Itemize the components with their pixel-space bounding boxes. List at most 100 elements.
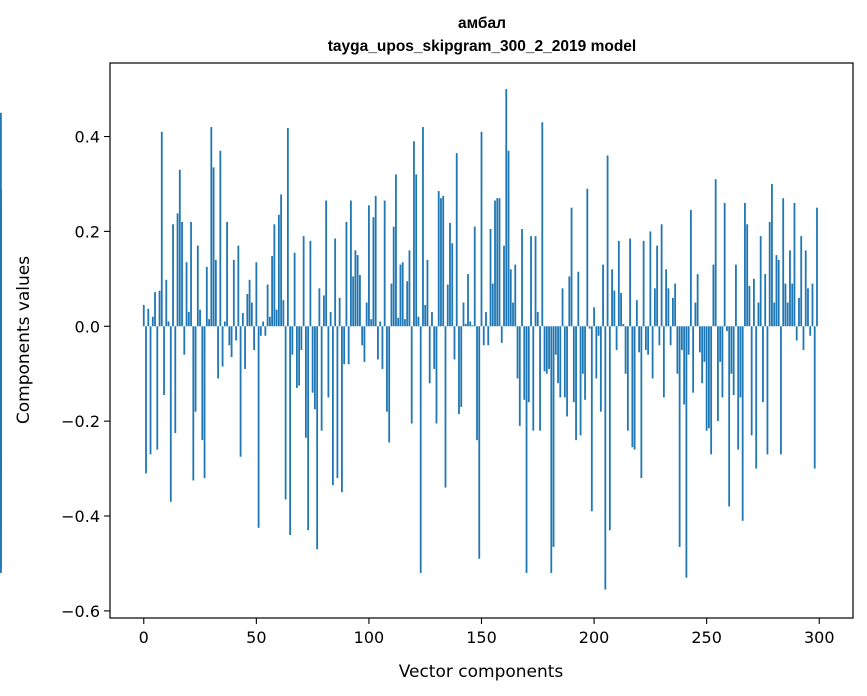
bar — [678, 326, 681, 547]
bar — [667, 288, 670, 327]
bar — [167, 321, 170, 327]
bar — [158, 290, 161, 327]
bar — [658, 326, 661, 346]
bar — [649, 231, 652, 327]
bar — [813, 326, 816, 469]
bar — [221, 326, 224, 367]
bar — [739, 326, 742, 398]
bar — [539, 326, 541, 431]
bar — [431, 312, 433, 327]
bar — [611, 269, 613, 327]
bar — [196, 245, 199, 327]
bar — [671, 297, 674, 327]
bar — [714, 179, 717, 327]
bar — [482, 326, 485, 346]
bar-series — [0, 89, 818, 590]
bar — [687, 326, 690, 355]
bar — [676, 326, 679, 374]
bar — [255, 262, 258, 327]
y-tick-label: −0.6 — [61, 602, 100, 621]
bar — [496, 198, 499, 327]
bar — [327, 326, 330, 398]
bar — [241, 312, 244, 327]
bar — [469, 321, 472, 327]
bar — [381, 326, 384, 369]
bar — [782, 198, 785, 327]
bar — [746, 224, 749, 327]
bar — [485, 312, 487, 327]
bar — [708, 326, 710, 429]
bar — [388, 326, 391, 443]
bar — [689, 210, 692, 327]
bar — [717, 326, 719, 422]
y-tick-label: −0.4 — [61, 507, 100, 526]
x-tick-label: 200 — [579, 628, 610, 647]
bar — [0, 326, 2, 531]
bar — [302, 236, 305, 327]
bar — [775, 255, 778, 327]
bar — [809, 326, 812, 336]
y-tick-label: 0.4 — [75, 128, 100, 147]
bar — [322, 295, 325, 327]
bar — [789, 250, 791, 327]
bar — [721, 326, 724, 398]
bar — [552, 326, 555, 547]
bar — [568, 276, 571, 327]
bar — [203, 326, 206, 479]
bar — [350, 200, 352, 327]
bar — [354, 250, 357, 327]
bar — [320, 326, 323, 431]
bar — [253, 326, 255, 350]
bar — [307, 326, 310, 531]
bar — [473, 226, 476, 327]
bar — [559, 326, 562, 398]
bar — [232, 259, 235, 327]
bar — [651, 326, 654, 379]
bar — [773, 302, 776, 327]
bar — [631, 326, 634, 448]
bar — [620, 293, 622, 327]
bar — [392, 226, 395, 327]
bar — [363, 326, 366, 362]
bar — [428, 326, 431, 384]
bar — [286, 127, 289, 327]
chart-title: амбал — [458, 15, 506, 32]
bar — [518, 326, 521, 426]
bar — [455, 153, 458, 327]
bar — [503, 245, 505, 327]
x-tick-label: 0 — [139, 628, 149, 647]
y-tick-label: 0.0 — [75, 317, 100, 336]
bar — [372, 217, 375, 327]
bar — [613, 290, 616, 327]
bar — [422, 127, 424, 327]
bar — [753, 278, 755, 327]
bar — [359, 275, 361, 327]
bar — [617, 240, 620, 327]
bar — [735, 264, 737, 327]
x-axis-label: Vector components — [399, 662, 564, 682]
bar — [178, 169, 181, 327]
bar — [246, 294, 249, 327]
bar — [703, 326, 706, 362]
bar — [541, 122, 544, 327]
bar — [368, 205, 370, 327]
bar — [638, 326, 641, 353]
bar — [361, 326, 364, 346]
bar — [491, 283, 494, 327]
bar — [712, 264, 715, 327]
bar — [163, 326, 165, 396]
bar — [590, 326, 593, 512]
bar — [187, 312, 190, 327]
bar — [599, 326, 602, 412]
bar — [174, 326, 177, 433]
bar — [635, 300, 638, 327]
bar — [444, 326, 447, 488]
bar — [374, 195, 377, 327]
bar — [458, 326, 460, 415]
bar — [244, 326, 246, 369]
bar — [726, 326, 728, 332]
bar — [446, 284, 449, 327]
bar — [228, 326, 231, 346]
bar — [212, 167, 215, 327]
